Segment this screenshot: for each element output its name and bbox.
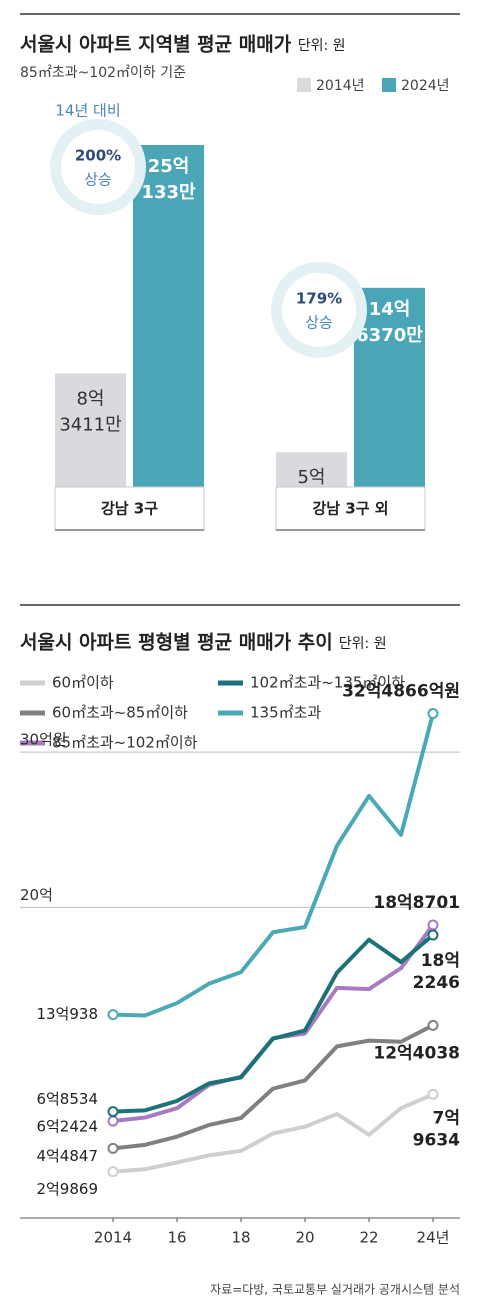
legend-label: 60㎡이하 bbox=[52, 674, 114, 692]
growth-rate: 179% bbox=[296, 289, 342, 307]
growth-text: 상승 bbox=[305, 313, 333, 331]
legend-swatch bbox=[297, 78, 311, 92]
x-tick-label: 24년 bbox=[417, 1229, 450, 1247]
category-box bbox=[275, 486, 426, 531]
start-label: 13억938 bbox=[36, 1005, 98, 1023]
start-label: 4억4847 bbox=[36, 1147, 98, 1165]
chart-subtitle: 85㎡초과~102㎡이하 기준 bbox=[20, 65, 186, 81]
unit-label: 단위: 원 bbox=[298, 38, 346, 54]
end-point bbox=[107, 1115, 119, 1127]
legend-label: 2024년 bbox=[401, 78, 450, 94]
series-line bbox=[112, 923, 435, 1124]
start-label: 6억2424 bbox=[36, 1118, 98, 1136]
x-tick-label: 16 bbox=[167, 1229, 186, 1247]
end-point bbox=[107, 1142, 119, 1154]
legend-label: 2014년 bbox=[316, 78, 365, 94]
bar bbox=[276, 452, 347, 487]
x-tick-label: 20 bbox=[295, 1229, 314, 1247]
end-point bbox=[107, 1166, 119, 1178]
y-tick-label: 30억원 bbox=[20, 731, 67, 749]
category-label: 강남 3구 외 bbox=[312, 500, 388, 518]
series-line bbox=[112, 1023, 434, 1151]
reference-note: 14년 대비 bbox=[55, 102, 120, 120]
end-label: 7억 9634 bbox=[413, 1108, 460, 1150]
bar bbox=[55, 373, 126, 487]
end-point bbox=[427, 708, 439, 720]
value-label: 14억 6370만 bbox=[356, 299, 423, 346]
series-line bbox=[112, 712, 435, 1018]
y-tick-label: 20억 bbox=[20, 886, 53, 904]
legend-label: 85㎡초과~102㎡이하 bbox=[52, 734, 198, 752]
start-label: 6억8534 bbox=[36, 1090, 98, 1108]
end-point bbox=[427, 919, 439, 931]
bar bbox=[354, 287, 425, 487]
end-label: 32억4866억원 bbox=[342, 682, 460, 702]
series-line bbox=[112, 933, 435, 1114]
end-point bbox=[427, 1019, 439, 1031]
bar bbox=[133, 145, 204, 487]
category-box bbox=[54, 486, 205, 531]
end-point bbox=[107, 1009, 119, 1021]
end-label: 12억4038 bbox=[373, 1043, 460, 1063]
legend-label: 102㎡초과~135㎡이하 bbox=[250, 674, 405, 692]
growth-rate: 200% bbox=[75, 147, 121, 165]
value-label: 25억 133만 bbox=[141, 156, 196, 203]
value-label: 8억 3411만 bbox=[59, 388, 121, 435]
category-label: 강남 3구 bbox=[101, 500, 158, 518]
end-point bbox=[427, 1088, 439, 1100]
unit-label: 단위: 원 bbox=[339, 636, 387, 652]
badge bbox=[61, 130, 135, 204]
legend-swatch bbox=[382, 78, 396, 92]
end-point bbox=[427, 929, 439, 941]
source-note: 자료=다방, 국토교통부 실거래가 공개시스템 분석 bbox=[210, 1283, 460, 1297]
legend-label: 135㎡초과 bbox=[250, 704, 321, 722]
end-label: 18억8701 bbox=[373, 893, 460, 913]
end-point bbox=[107, 1106, 119, 1118]
start-label: 2억9869 bbox=[36, 1180, 98, 1198]
x-tick-label: 22 bbox=[359, 1229, 378, 1247]
chart-title: 서울시 아파트 지역별 평균 매매가 bbox=[20, 34, 292, 56]
series-line bbox=[112, 1092, 434, 1174]
chart-title: 서울시 아파트 평형별 평균 매매가 추이 bbox=[20, 632, 333, 654]
badge bbox=[282, 272, 356, 347]
x-tick-label: 2014 bbox=[94, 1229, 132, 1247]
end-label: 18억 2246 bbox=[413, 951, 460, 993]
growth-text: 상승 bbox=[84, 171, 112, 189]
x-tick-label: 18 bbox=[231, 1229, 250, 1247]
legend-label: 60㎡초과~85㎡이하 bbox=[52, 704, 188, 722]
